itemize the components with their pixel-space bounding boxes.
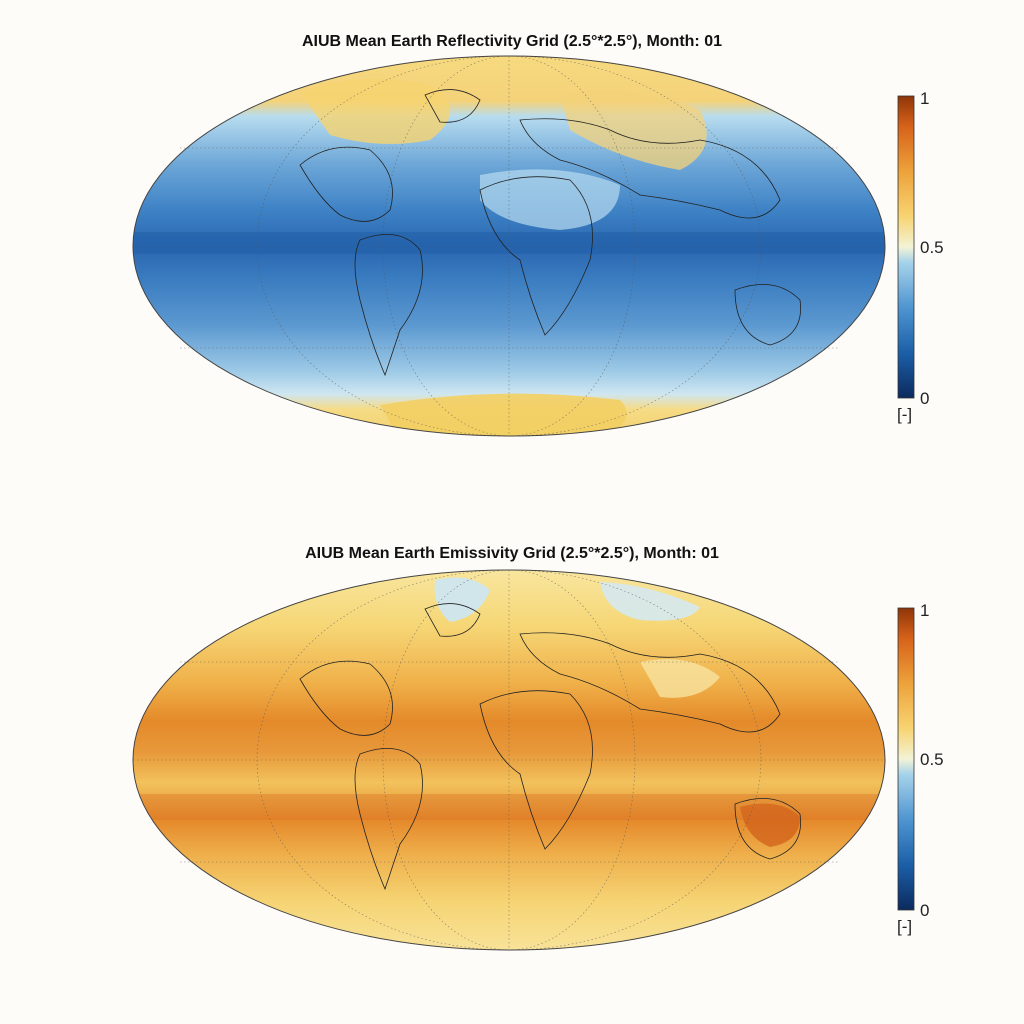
- colorbar-tick-max: 1: [920, 89, 929, 108]
- coastlines: [299, 603, 802, 891]
- emissivity-panel: AIUB Mean Earth Emissivity Grid (2.5°*2.…: [0, 512, 1024, 1024]
- map-title: AIUB Mean Earth Reflectivity Grid (2.5°*…: [302, 33, 722, 50]
- colorbar-scale: [897, 607, 915, 911]
- colorbar-unit: [-]: [897, 405, 912, 424]
- coastlines: [299, 89, 802, 377]
- reflectivity-map: 1 0.5 0 [-]: [132, 55, 944, 437]
- emissivity-map: 1 0.5 0 [-]: [132, 569, 944, 951]
- reflectivity-panel: AIUB Mean Earth Reflectivity Grid (2.5°*…: [132, 33, 944, 437]
- colorbar: 1 0.5 0 [-]: [897, 601, 944, 936]
- map-title: AIUB Mean Earth Emissivity Grid (2.5°*2.…: [305, 545, 719, 562]
- colorbar-unit: [-]: [897, 917, 912, 936]
- colorbar-tick-mid: 0.5: [920, 750, 944, 769]
- colorbar-scale: [897, 95, 915, 399]
- colorbar-tick-min: 0: [920, 389, 929, 408]
- map-frame: [132, 55, 886, 437]
- colorbar-tick-max: 1: [920, 601, 929, 620]
- colorbar: 1 0.5 0 [-]: [897, 89, 944, 424]
- colorbar-tick-min: 0: [920, 901, 929, 920]
- map-frame: [132, 569, 886, 951]
- colorbar-tick-mid: 0.5: [920, 238, 944, 257]
